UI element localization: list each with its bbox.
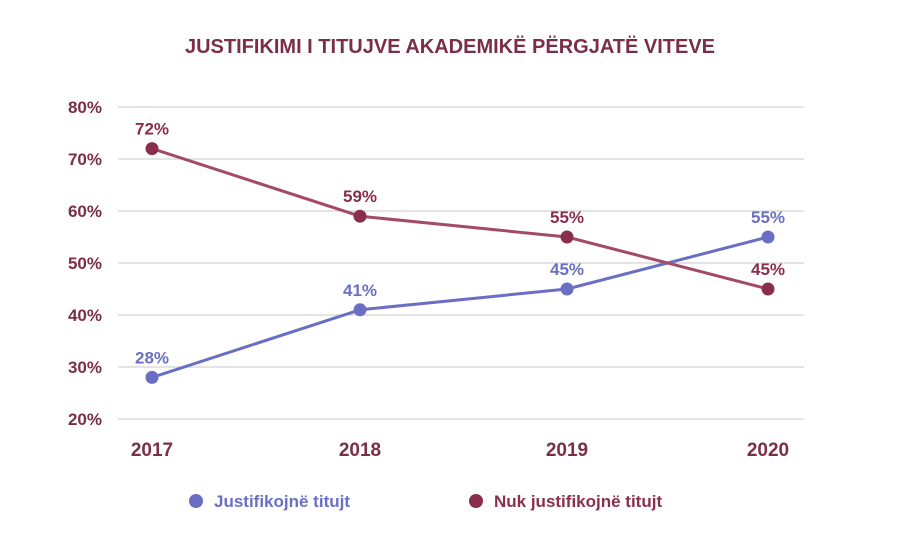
x-axis-ticks: 2017 2018 2019 2020 <box>131 440 789 461</box>
y-tick-label: 70% <box>68 150 102 169</box>
data-point <box>353 209 367 223</box>
x-tick-label: 2018 <box>339 440 381 461</box>
data-label: 55% <box>751 208 785 227</box>
data-label: 45% <box>550 260 584 279</box>
gridlines <box>118 106 804 420</box>
y-tick-label: 50% <box>68 254 102 273</box>
data-label: 28% <box>135 348 169 367</box>
y-axis-ticks: 20% 30% 40% 50% 60% 70% 80% <box>68 98 102 429</box>
series-2: 72% 59% 55% 45% <box>135 120 785 296</box>
data-point <box>353 303 367 317</box>
data-label: 59% <box>343 187 377 206</box>
legend-marker <box>189 494 203 508</box>
legend-label: Justifikojnë titujt <box>214 492 350 511</box>
legend-label: Nuk justifikojnë titujt <box>494 492 662 511</box>
x-tick-label: 2020 <box>747 440 789 461</box>
legend-marker <box>469 494 483 508</box>
data-point <box>560 282 574 296</box>
series-group: 28% 41% 45% 55% 72% 59% 55% 45% <box>135 120 785 384</box>
data-point <box>761 282 775 296</box>
x-tick-label: 2017 <box>131 440 173 461</box>
series-line <box>150 147 770 291</box>
data-point <box>145 370 159 384</box>
data-point <box>761 230 775 244</box>
series-1: 28% 41% 45% 55% <box>135 208 785 384</box>
y-tick-label: 80% <box>68 98 102 117</box>
data-point <box>560 230 574 244</box>
y-tick-label: 30% <box>68 358 102 377</box>
y-tick-label: 20% <box>68 410 102 429</box>
data-label: 45% <box>751 260 785 279</box>
y-tick-label: 60% <box>68 202 102 221</box>
y-tick-label: 40% <box>68 306 102 325</box>
data-label: 41% <box>343 281 377 300</box>
chart-title: JUSTIFIKIMI I TITUJVE AKADEMIKË PËRGJATË… <box>185 35 715 58</box>
x-tick-label: 2019 <box>546 440 588 461</box>
series-line <box>150 235 770 379</box>
legend: Justifikojnë titujt Nuk justifikojnë titu… <box>189 492 662 511</box>
data-label: 72% <box>135 120 169 139</box>
data-label: 55% <box>550 208 584 227</box>
data-point <box>145 142 159 156</box>
